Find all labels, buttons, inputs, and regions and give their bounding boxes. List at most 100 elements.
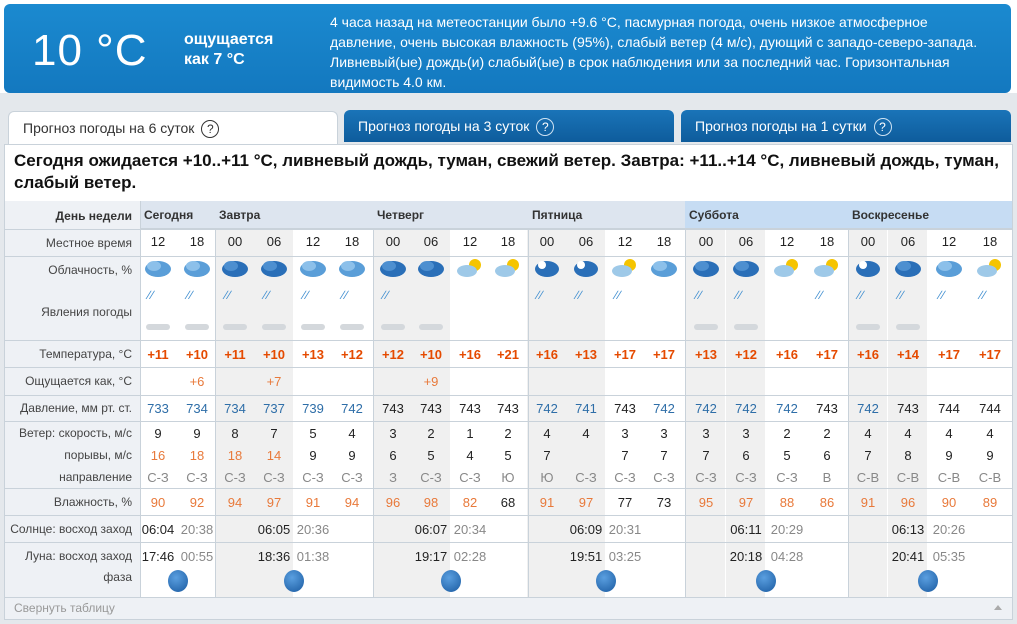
- help-icon[interactable]: ?: [201, 120, 220, 138]
- wind-cell: 8: [231, 426, 239, 441]
- wind-cell: 4: [986, 426, 994, 441]
- help-icon[interactable]: ?: [536, 118, 555, 136]
- sunrise-time: 06:11: [730, 522, 762, 537]
- temps-cell: +12: [340, 347, 364, 362]
- temps-cell: +17: [815, 347, 839, 362]
- temps-cell: +11: [147, 347, 169, 362]
- gusts-cell: 14: [266, 448, 282, 463]
- sunrise-time: 06:05: [257, 522, 291, 537]
- row-divider: [5, 395, 1012, 396]
- wind-cell: 9: [193, 426, 201, 441]
- rain-icon: ∕ ∕: [858, 288, 863, 302]
- cloud-icon: [732, 257, 760, 279]
- rain-icon: ∕ ∕: [187, 288, 192, 302]
- tab-1-day-label: Прогноз погоды на 1 сутки: [695, 118, 867, 134]
- temps-cell: +12: [381, 347, 405, 362]
- wind-cell: 4: [945, 426, 953, 441]
- temps-cell: +17: [978, 347, 1002, 362]
- chevron-up-icon[interactable]: [994, 605, 1002, 610]
- cloud-icon: [494, 257, 522, 279]
- sunset-time: 20:31: [608, 522, 642, 537]
- dir-cell: С-В: [978, 470, 1002, 485]
- temps-cell: +16: [856, 347, 880, 362]
- times-cell: 18: [344, 234, 360, 249]
- moonset-time: 04:28: [770, 549, 804, 564]
- times-cell: 12: [305, 234, 321, 249]
- sunrise-time: 06:04: [141, 522, 175, 537]
- row-divider: [5, 367, 1012, 368]
- help-icon[interactable]: ?: [873, 118, 892, 136]
- times-cell: 18: [189, 234, 205, 249]
- day-name: Четверг: [377, 208, 425, 222]
- tab-3-days-label: Прогноз погоды на 3 суток: [358, 118, 530, 134]
- wind-cell: 4: [904, 426, 912, 441]
- temps-cell: +17: [613, 347, 637, 362]
- fog-icon: [146, 324, 170, 330]
- gusts-cell: 9: [945, 448, 953, 463]
- pressure-cell: 742: [776, 401, 798, 416]
- gusts-cell: 7: [543, 448, 551, 463]
- day-divider: [528, 201, 529, 597]
- times-cell: 18: [982, 234, 998, 249]
- dir-cell: С-З: [186, 470, 208, 485]
- cloud-icon: [299, 257, 327, 279]
- moon-phase-icon: [168, 570, 188, 592]
- cloud-icon: [611, 257, 639, 279]
- pressure-cell: 742: [653, 401, 675, 416]
- humidity-cell: 98: [423, 495, 439, 510]
- times-cell: 06: [266, 234, 282, 249]
- gusts-cell: 5: [427, 448, 435, 463]
- moonset-time: 03:25: [608, 549, 642, 564]
- row-label-hum: Влажность, %: [53, 495, 132, 509]
- feels-cell: +6: [189, 374, 205, 389]
- moonset-time: 01:38: [296, 549, 330, 564]
- gusts-cell: 9: [309, 448, 317, 463]
- moonset-time: 00:55: [180, 549, 214, 564]
- rain-icon: ∕ ∕: [939, 288, 944, 302]
- day-divider: [215, 201, 216, 597]
- gusts-cell: 4: [466, 448, 474, 463]
- dir-cell: С-З: [575, 470, 597, 485]
- fog-icon: [896, 324, 920, 330]
- humidity-cell: 97: [578, 495, 594, 510]
- rain-icon: ∕ ∕: [736, 288, 741, 302]
- pressure-cell: 744: [979, 401, 1001, 416]
- rain-icon: ∕ ∕: [148, 288, 153, 302]
- fog-icon: [419, 324, 443, 330]
- cloud-icon: [221, 257, 249, 279]
- temps-cell: +13: [574, 347, 598, 362]
- feels-like-line1: ощущается: [184, 31, 274, 48]
- day-name: Суббота: [689, 208, 739, 222]
- times-cell: 18: [500, 234, 516, 249]
- cloud-icon: [456, 257, 484, 279]
- day-header: [685, 201, 848, 229]
- feels-like-line2: как 7 °C: [184, 51, 245, 68]
- collapse-table-link[interactable]: Свернуть таблицу: [14, 601, 115, 615]
- moon-phase-icon: [756, 570, 776, 592]
- dir-cell: С-З: [459, 470, 481, 485]
- label-column: [5, 201, 140, 597]
- cloud-icon: [854, 257, 882, 279]
- station-description: 4 часа назад на метеостанции было +9.6 °…: [330, 14, 978, 90]
- tab-1-day[interactable]: Прогноз погоды на 1 сутки ?: [681, 110, 1011, 142]
- pressure-cell: 744: [938, 401, 960, 416]
- row-divider: [5, 229, 1012, 230]
- humidity-cell: 97: [738, 495, 754, 510]
- tab-3-days[interactable]: Прогноз погоды на 3 суток ?: [344, 110, 674, 142]
- temps-cell: +16: [775, 347, 799, 362]
- day-header: [215, 201, 373, 229]
- day-header: [848, 201, 1012, 229]
- pressure-cell: 742: [536, 401, 558, 416]
- times-cell: 12: [779, 234, 795, 249]
- cloud-icon: [338, 257, 366, 279]
- sunrise-time: 06:13: [891, 522, 925, 537]
- row-label-sun: Солнце: восход заход: [10, 522, 132, 536]
- current-weather-banner: 10 °C ощущается как 7 °C 4 часа назад на …: [4, 4, 1011, 93]
- pressure-cell: 742: [341, 401, 363, 416]
- pressure-cell: 743: [420, 401, 442, 416]
- sunrise-time: 06:07: [414, 522, 448, 537]
- moonrise-time: 19:17: [414, 549, 448, 564]
- dir-cell: С-З: [653, 470, 675, 485]
- humidity-cell: 92: [189, 495, 205, 510]
- tab-6-days[interactable]: Прогноз погоды на 6 суток ?: [8, 111, 338, 145]
